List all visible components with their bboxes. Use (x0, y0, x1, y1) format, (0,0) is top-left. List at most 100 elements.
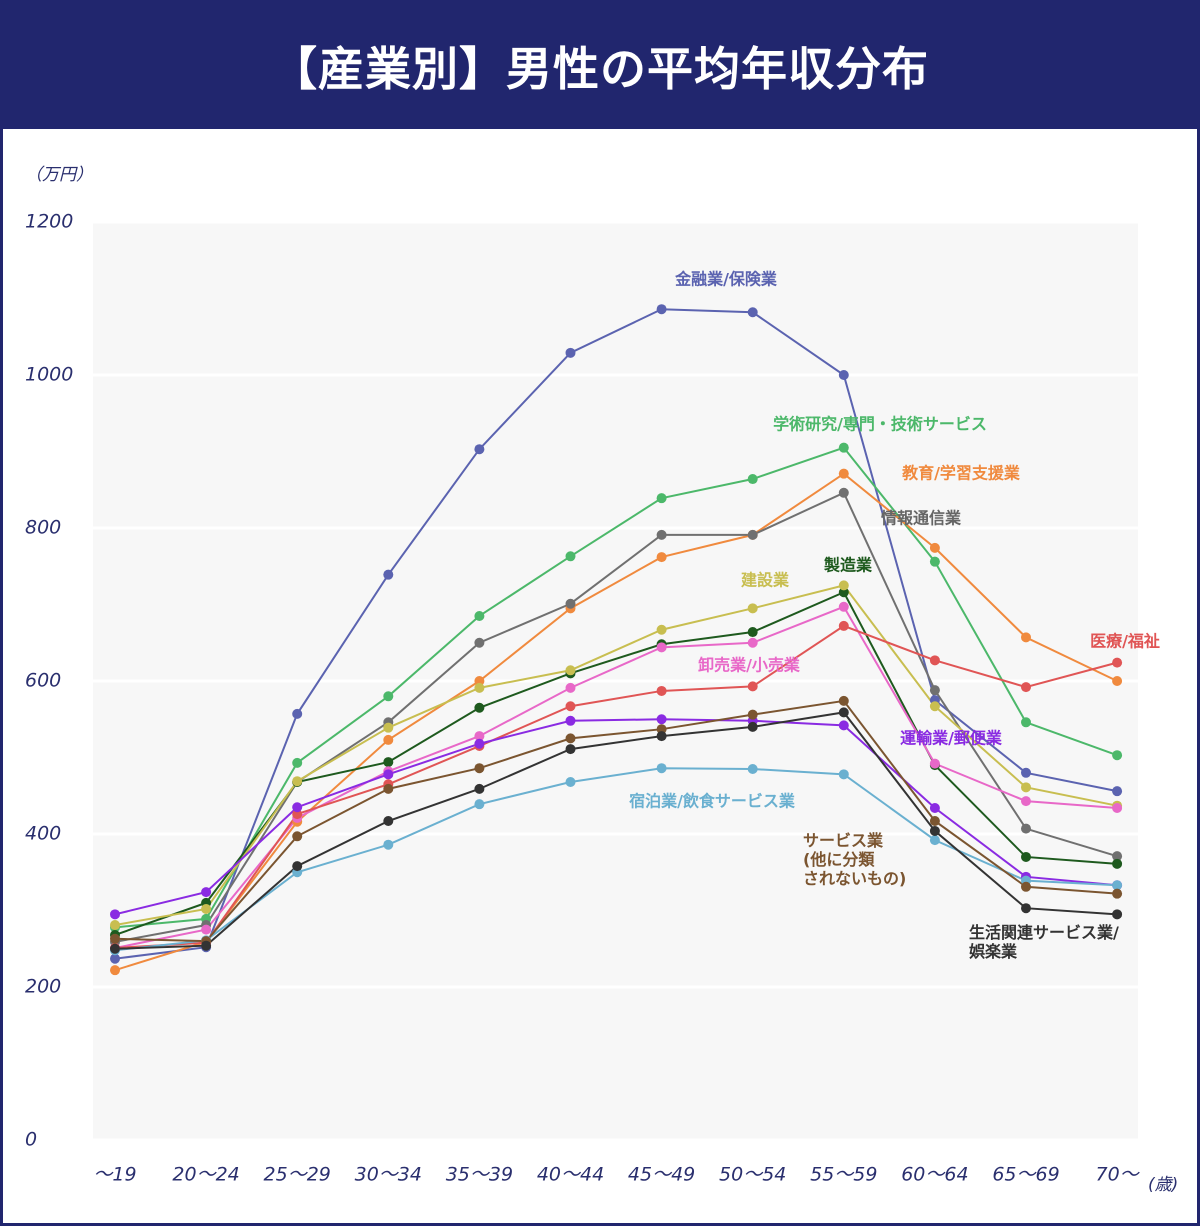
data-point (656, 724, 667, 735)
x-tick-label: ～19 (93, 1164, 136, 1186)
data-point (565, 551, 576, 562)
data-point (747, 637, 758, 648)
series-line (114, 767, 1118, 952)
x-tick-label: 30～34 (355, 1164, 422, 1186)
x-tick-label: 60～64 (901, 1164, 968, 1186)
data-point (656, 731, 667, 742)
data-point (292, 809, 303, 820)
data-point (383, 757, 394, 768)
data-point (565, 598, 576, 609)
y-tick-label: 200 (25, 976, 61, 998)
data-point (110, 953, 120, 964)
data-point (1021, 682, 1031, 693)
x-tick-label: 45～49 (628, 1164, 695, 1186)
y-tick-label: 800 (25, 517, 61, 539)
data-point (565, 715, 576, 726)
y-tick-label: 1200 (25, 211, 73, 233)
y-tick-label: 1000 (25, 364, 73, 386)
y-tick-label: 600 (25, 670, 61, 692)
data-point (1021, 851, 1031, 862)
data-point (838, 620, 849, 631)
x-axis-label: (歳) (1148, 1175, 1178, 1195)
data-point (838, 769, 849, 780)
data-point (747, 681, 758, 692)
data-point (747, 603, 758, 614)
series-label: 学術研究/専門・技術サービス (773, 414, 987, 434)
data-point (747, 721, 758, 732)
data-point (383, 569, 394, 580)
data-point (1112, 851, 1123, 862)
data-point (565, 776, 576, 787)
data-point (1021, 717, 1031, 728)
data-point (1112, 858, 1123, 869)
data-point (838, 370, 849, 380)
data-point (474, 731, 485, 742)
data-point (656, 714, 667, 725)
data-point (656, 642, 667, 653)
data-point (1021, 881, 1031, 892)
data-point (565, 744, 576, 755)
data-point (1021, 823, 1031, 834)
data-point (292, 802, 303, 813)
data-point (656, 624, 667, 635)
y-tick-label: 0 (25, 1129, 37, 1151)
data-point (383, 691, 394, 702)
data-point (565, 347, 576, 358)
data-point (929, 825, 940, 836)
data-point (201, 924, 212, 935)
data-point (838, 587, 849, 598)
x-tick-label: 65～69 (992, 1164, 1059, 1186)
data-point (565, 701, 576, 712)
series-label: 教育/学習支援業 (902, 463, 1020, 483)
data-point (292, 831, 303, 842)
data-point (929, 815, 940, 826)
series-label: サービス業 (他に分類 されないもの) (803, 831, 907, 888)
data-point (656, 763, 667, 774)
data-point (747, 709, 758, 720)
data-point (838, 720, 849, 731)
data-point (292, 708, 303, 719)
series-label: 金融業/保険業 (675, 269, 777, 289)
series-label: 製造業 (823, 555, 873, 575)
x-tick-label: 25～29 (264, 1164, 331, 1186)
data-point (292, 861, 303, 872)
data-point (474, 783, 485, 794)
data-point (474, 676, 485, 686)
data-point (1112, 802, 1123, 813)
data-point (838, 601, 849, 612)
data-point (656, 529, 667, 540)
data-point (747, 307, 758, 318)
series-line (114, 718, 1118, 916)
series-label: 生活関連サービス業/娯楽業 (969, 923, 1119, 961)
data-point (929, 835, 940, 846)
series-line (114, 711, 1118, 950)
data-point (383, 839, 394, 850)
data-point (474, 610, 485, 621)
data-point (1021, 782, 1031, 793)
data-point (1112, 909, 1123, 920)
data-point (1021, 903, 1031, 914)
data-point (474, 763, 485, 774)
data-point (474, 799, 485, 810)
series-line (114, 491, 1118, 943)
data-point (747, 529, 758, 540)
series-label: 卸売業/小売業 (698, 655, 800, 675)
data-point (838, 468, 849, 479)
data-point (474, 682, 485, 693)
y-axis-label: （万円） (25, 165, 93, 185)
series-label: 医療/福祉 (1090, 631, 1160, 651)
data-point (383, 722, 394, 733)
data-point (838, 707, 849, 718)
data-point (474, 702, 485, 713)
data-point (565, 665, 576, 676)
data-point (929, 542, 940, 553)
data-point (656, 552, 667, 563)
series-line (114, 624, 1118, 949)
data-point (656, 685, 667, 696)
data-point (1112, 676, 1123, 686)
data-point (1112, 657, 1123, 668)
data-point (110, 943, 120, 954)
data-point (110, 933, 120, 944)
data-point (1021, 767, 1031, 778)
data-point (110, 920, 120, 931)
